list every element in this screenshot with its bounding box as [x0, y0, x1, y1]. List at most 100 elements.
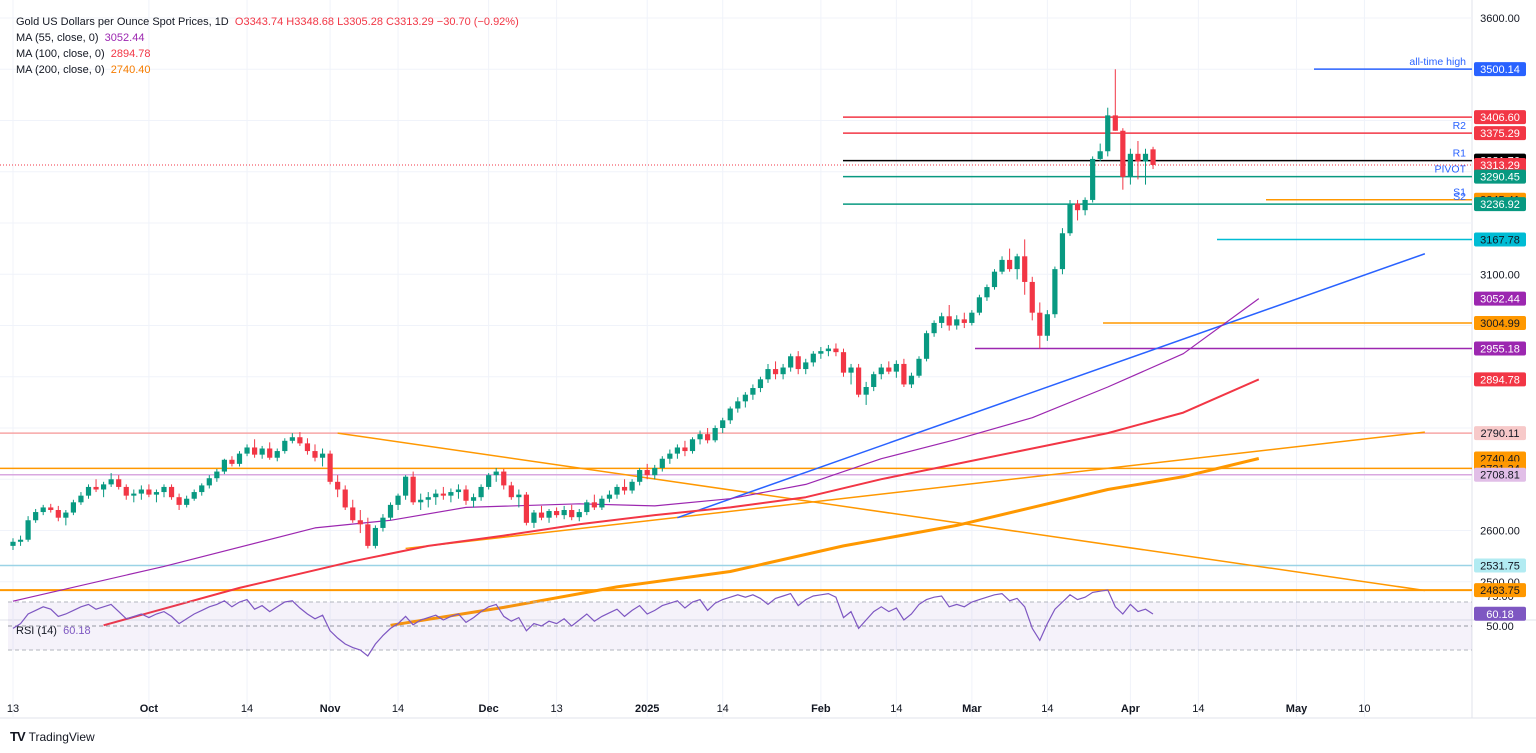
candle-body [297, 437, 303, 444]
tradingview-footer[interactable]: TV TradingView [10, 729, 95, 744]
price-badge [1474, 372, 1526, 387]
time-tick-label: 14 [392, 703, 404, 715]
candle-body [659, 458, 665, 468]
candle-body [282, 440, 288, 452]
candle-body [893, 363, 899, 372]
candle-body [667, 453, 673, 459]
candle-body [878, 367, 884, 375]
candle-body [365, 524, 371, 546]
candle-body [908, 375, 915, 385]
candle-body [863, 387, 869, 395]
moving-averages [12, 298, 1260, 627]
candle-body [554, 511, 560, 516]
legend-title-row: Gold US Dollars per Ounce Spot Prices, 1… [16, 14, 519, 30]
candle-body [252, 447, 258, 455]
time-axis: 13 Oct 14 Nov 14 Dec 13 2025 14 Feb 14 Mar 14 Apr 14 Ma… [7, 703, 1371, 715]
candle-body [418, 499, 424, 503]
candle-body [131, 493, 137, 496]
candle-body [221, 459, 227, 472]
candle-body [742, 394, 748, 402]
price-label: 2708.81 [1480, 470, 1520, 482]
price-axis: 3600.003500.143406.603375.293321.763313.… [1474, 13, 1526, 598]
candle-body [508, 485, 514, 498]
price-label: 2955.18 [1480, 343, 1520, 355]
candle-body [161, 486, 167, 493]
candle-body [825, 348, 831, 352]
ohlc-close: C3313.29 [386, 16, 434, 28]
candle-body [780, 367, 786, 375]
candle-body [644, 470, 650, 476]
price-label: 3375.29 [1480, 128, 1520, 140]
candle-body [923, 333, 930, 359]
price-label: 2531.75 [1480, 560, 1520, 572]
price-label: 3313.29 [1480, 160, 1520, 172]
candle-body [546, 511, 552, 518]
time-tick-label: 10 [1358, 703, 1370, 715]
price-label: 2483.75 [1480, 585, 1520, 597]
price-label: 2894.78 [1480, 374, 1520, 386]
level-label: R2 [1453, 120, 1467, 132]
candle-body [1105, 115, 1111, 152]
candle-body [1037, 312, 1043, 336]
candle-body [214, 471, 220, 479]
candle-body [206, 478, 212, 486]
ma100-legend[interactable]: MA (100, close, 0) 2894.78 [16, 46, 519, 62]
candle-body [727, 408, 733, 421]
candle-body [591, 502, 597, 508]
candle-body [357, 520, 363, 525]
candle-body [1127, 153, 1133, 177]
symbol-title[interactable]: Gold US Dollars per Ounce Spot Prices, 1… [16, 16, 229, 28]
level-label: S1 [1453, 187, 1466, 199]
candle-body [705, 434, 711, 441]
candle-body [501, 471, 507, 486]
ma55-legend[interactable]: MA (55, close, 0) 3052.44 [16, 30, 519, 46]
candle-body [772, 369, 779, 375]
time-tick-label: 14 [1192, 703, 1204, 715]
trend-line-orange-falling [337, 432, 1425, 592]
candle-body [259, 448, 265, 455]
candle-body [523, 494, 529, 523]
candle-body [584, 502, 590, 513]
candle-body [267, 448, 273, 458]
price-label: 2790.11 [1481, 428, 1520, 440]
time-tick-label: Dec [479, 703, 499, 715]
candle-body [116, 479, 122, 487]
candles [10, 69, 1156, 550]
candle-body [448, 492, 454, 496]
candle-body [55, 510, 61, 518]
tradingview-brand: TradingView [28, 729, 95, 744]
rsi-legend[interactable]: RSI (14) 60.18 [16, 625, 91, 637]
candle-body [1097, 151, 1103, 159]
candle-body [33, 512, 39, 521]
candle-body [720, 420, 726, 428]
price-badge [1474, 467, 1526, 482]
candle-body [1014, 256, 1020, 270]
candle-body [1044, 314, 1050, 336]
time-tick-label: Mar [962, 703, 982, 715]
time-tick-label: May [1286, 703, 1308, 715]
candle-body [274, 451, 280, 458]
candle-body [682, 447, 688, 452]
candle-body [403, 476, 409, 496]
ma200-legend[interactable]: MA (200, close, 0) 2740.40 [16, 62, 519, 78]
price-label: 3406.60 [1480, 112, 1520, 124]
candle-body [886, 367, 892, 372]
candle-body [538, 512, 545, 518]
ma-line-ma55 [12, 298, 1260, 602]
ohlc-low: L3305.28 [337, 16, 383, 28]
price-badge [1474, 157, 1526, 172]
candle-body [946, 316, 952, 326]
candle-body [599, 498, 605, 508]
price-label: 3236.92 [1480, 199, 1520, 211]
candle-body [1112, 115, 1118, 131]
level-label: S2 [1453, 191, 1466, 203]
time-tick-label: 13 [550, 703, 562, 715]
rsi-value-label: 60.18 [1486, 609, 1514, 621]
time-tick-label: Feb [811, 703, 831, 715]
candle-body [78, 495, 84, 503]
price-label: 3004.99 [1480, 318, 1520, 330]
candle-body [395, 495, 401, 505]
candle-body [433, 493, 439, 498]
